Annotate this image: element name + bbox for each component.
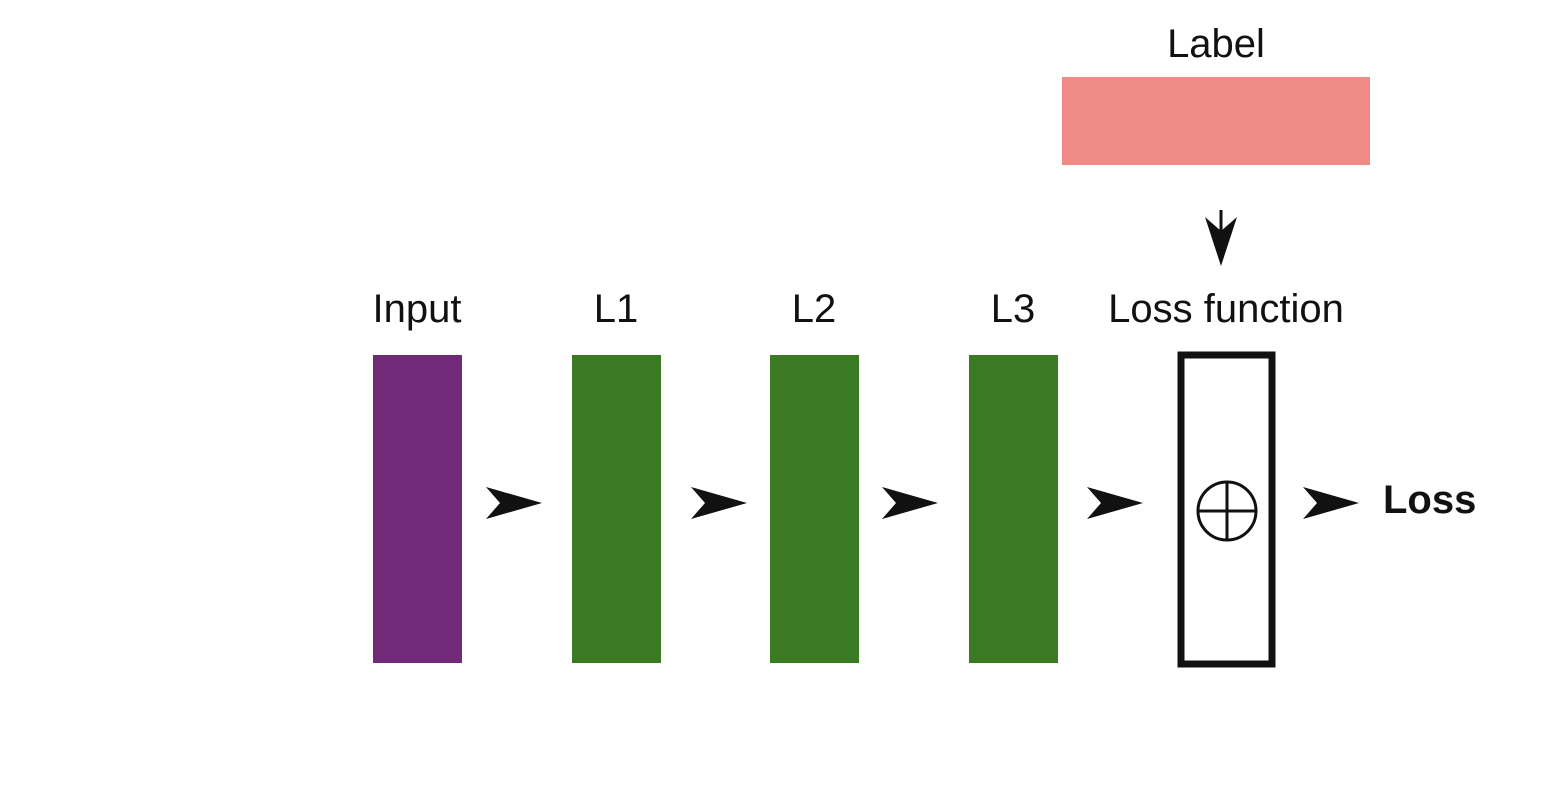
label-title: Label (1167, 22, 1265, 66)
layer-block-l2 (770, 355, 859, 663)
layer-title-l3: L3 (991, 287, 1036, 331)
loss-function-title: Loss function (1108, 287, 1344, 331)
layer-block-l1 (572, 355, 661, 663)
arrow-input-to-l1 (486, 487, 542, 519)
circled-plus-icon (1196, 480, 1258, 542)
label-block (1062, 77, 1370, 165)
input-title: Input (373, 287, 462, 331)
arrow-l1-to-l2 (691, 487, 747, 519)
arrow-loss-function-to-loss (1303, 487, 1359, 519)
input-block (373, 355, 462, 663)
loss-output-label: Loss (1383, 478, 1476, 522)
arrow-l3-to-loss-function (1087, 487, 1143, 519)
layer-title-l1: L1 (594, 287, 639, 331)
layer-title-l2: L2 (792, 287, 837, 331)
layer-block-l3 (969, 355, 1058, 663)
arrow-l2-to-l3 (882, 487, 938, 519)
label-to-loss-arrow (1205, 210, 1237, 266)
